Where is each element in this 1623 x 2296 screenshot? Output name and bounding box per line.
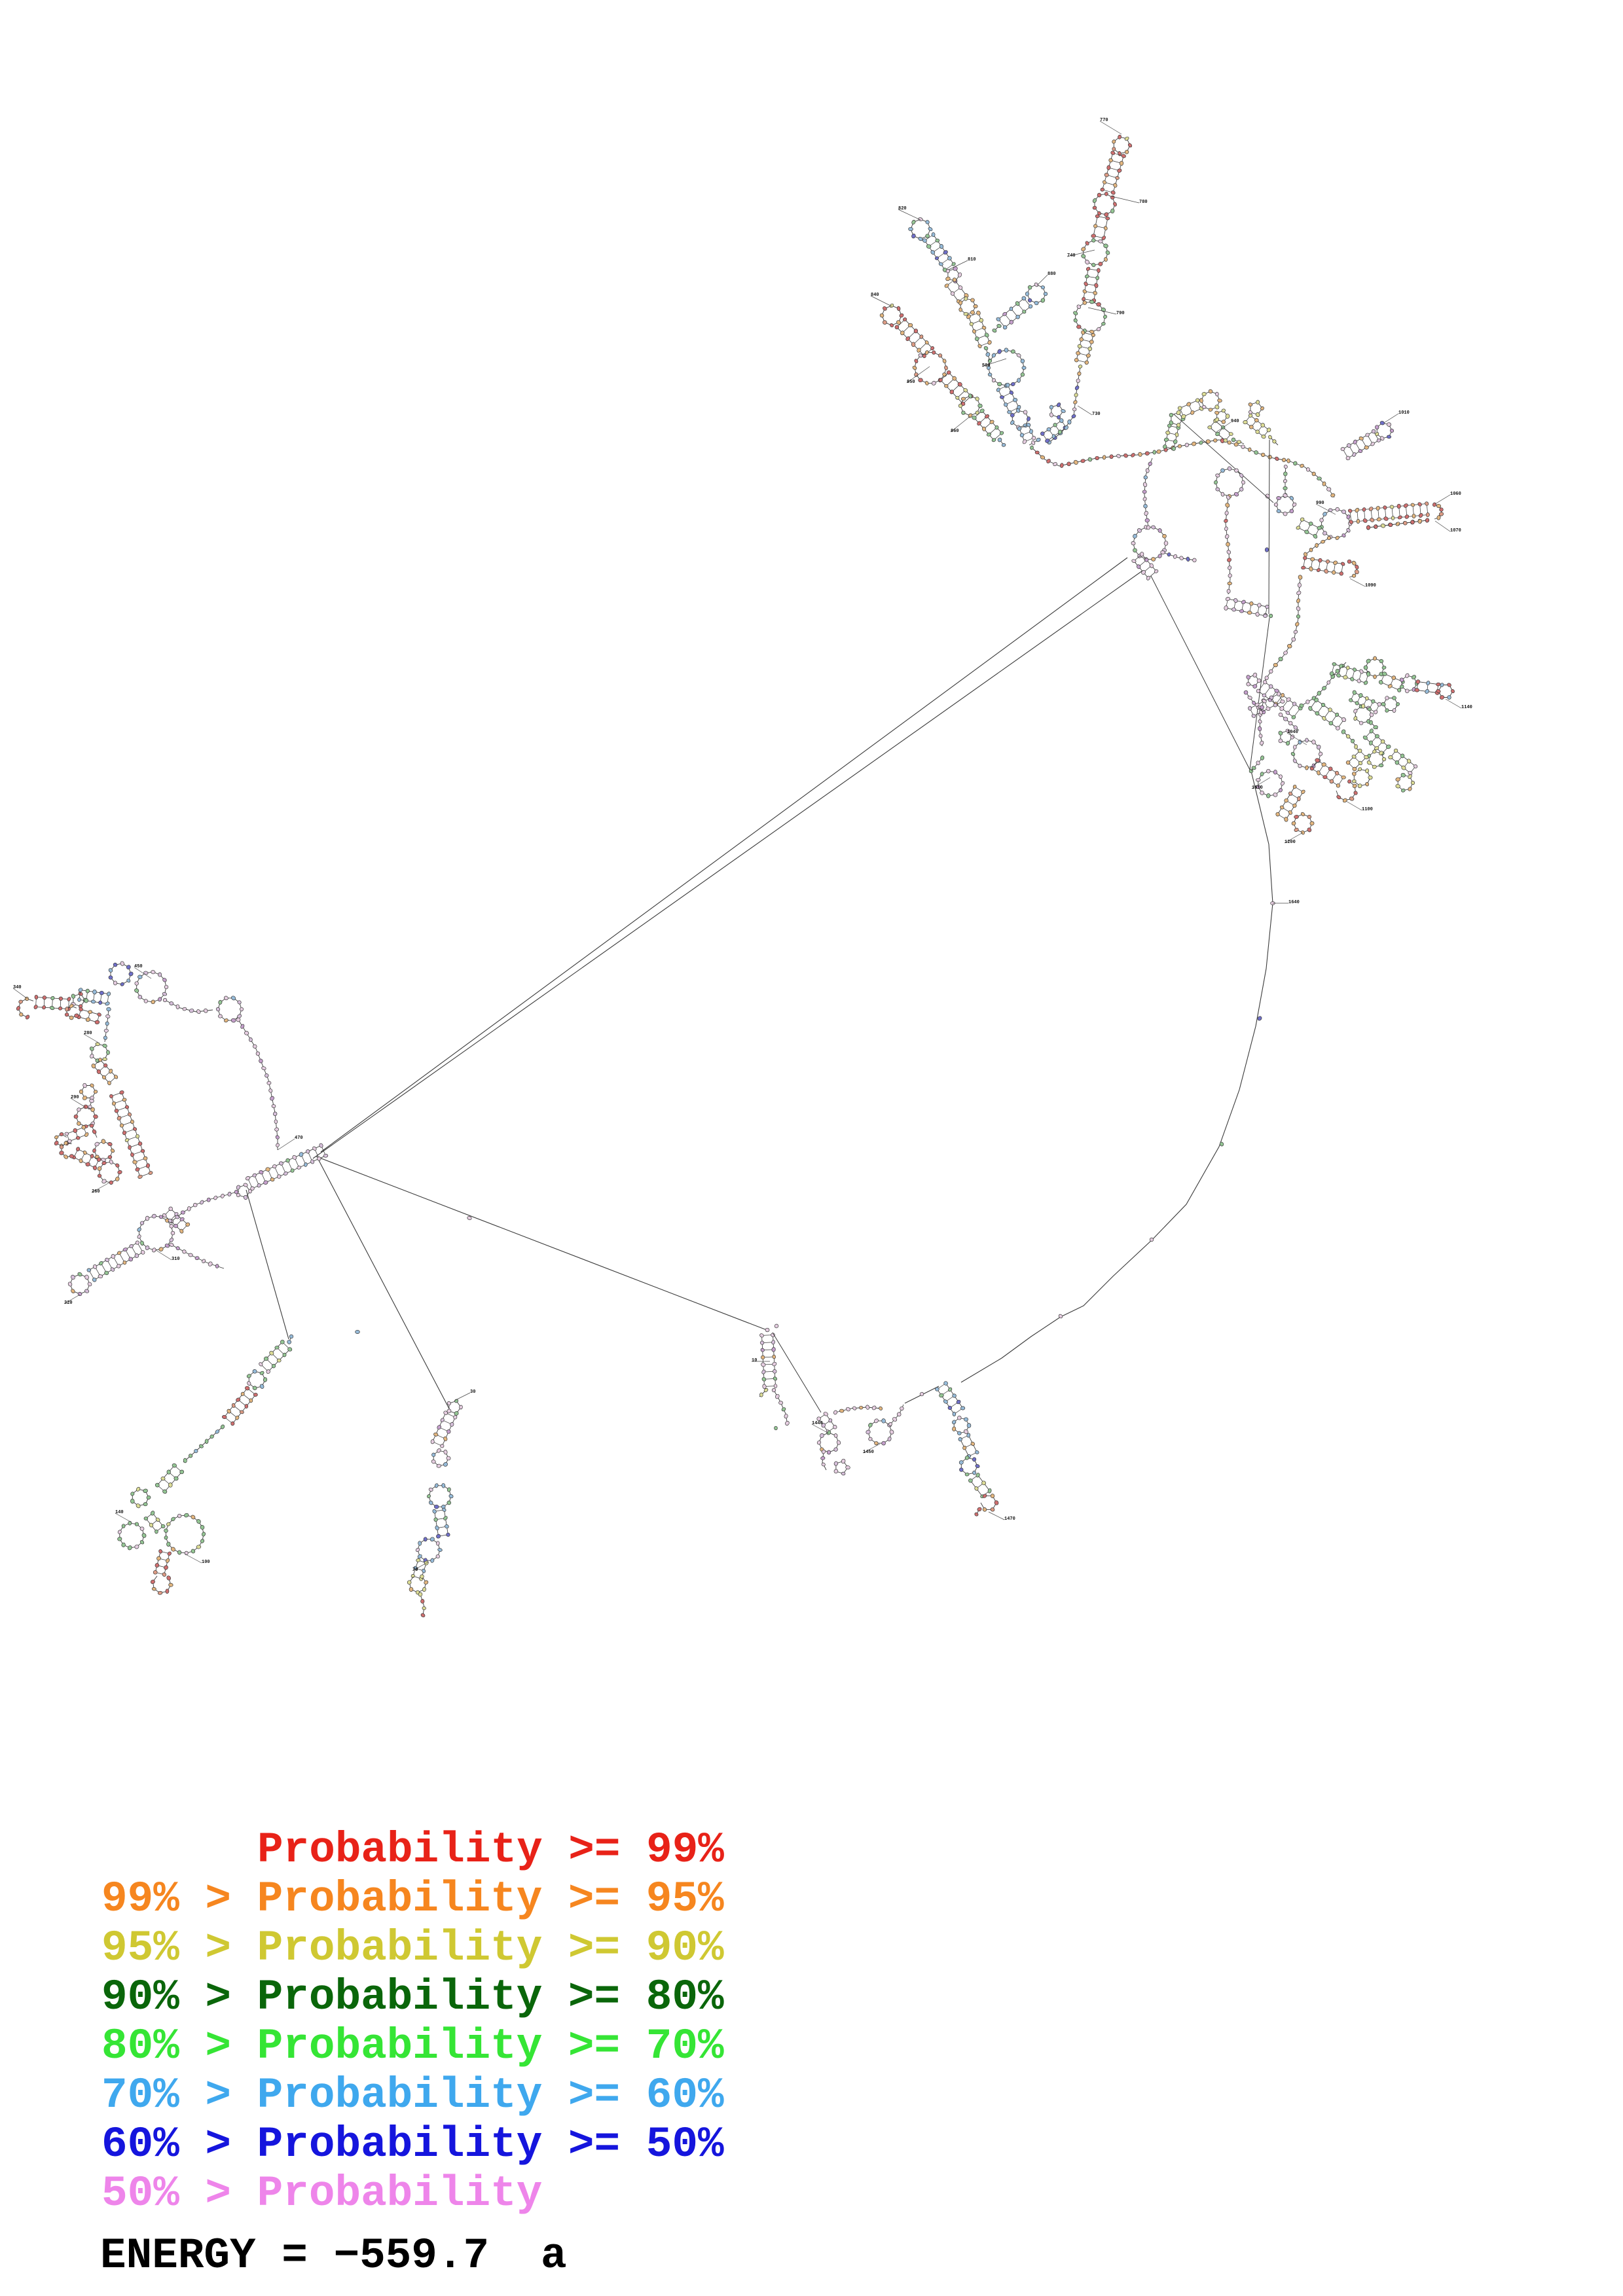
svg-text:a: a [541, 2231, 567, 2280]
svg-text:990: 990 [1316, 501, 1324, 506]
svg-text:1040: 1040 [1287, 730, 1298, 735]
svg-text:850: 850 [907, 380, 915, 385]
svg-text:780: 780 [1139, 200, 1148, 205]
svg-text:30: 30 [470, 1390, 475, 1395]
svg-text:50% > Probability: 50% > Probability [101, 2169, 542, 2218]
svg-text:500: 500 [982, 363, 991, 368]
svg-text:1200: 1200 [1285, 840, 1296, 845]
svg-text:860: 860 [951, 429, 959, 434]
svg-text:10: 10 [752, 1358, 757, 1363]
svg-text:1100: 1100 [1362, 807, 1373, 812]
svg-text:740: 740 [1067, 253, 1076, 259]
svg-text:730: 730 [1092, 412, 1101, 417]
svg-text:1070: 1070 [1450, 528, 1461, 533]
svg-text:Probability >= 99%: Probability >= 99% [257, 1825, 724, 1874]
svg-text:60% > Probability >= 50%: 60% > Probability >= 50% [101, 2120, 724, 2169]
svg-text:470: 470 [295, 1136, 303, 1141]
svg-text:1010: 1010 [1398, 410, 1410, 416]
svg-text:140: 140 [115, 1510, 124, 1515]
svg-text:280: 280 [84, 1031, 92, 1036]
svg-text:100: 100 [202, 1560, 210, 1565]
svg-text:820: 820 [898, 206, 907, 211]
svg-text:95% > Probability >= 90%: 95% > Probability >= 90% [101, 1924, 724, 1973]
svg-text:70: 70 [412, 1568, 418, 1573]
svg-text:320: 320 [64, 1300, 73, 1306]
svg-text:260: 260 [92, 1189, 100, 1194]
svg-text:1440: 1440 [812, 1421, 823, 1426]
svg-text:940: 940 [1231, 419, 1239, 424]
svg-text:810: 810 [968, 257, 976, 262]
svg-text:450: 450 [134, 964, 143, 969]
svg-text:880: 880 [1048, 272, 1056, 277]
svg-text:840: 840 [871, 293, 879, 298]
svg-text:1090: 1090 [1365, 583, 1376, 588]
svg-text:1060: 1060 [1450, 492, 1461, 497]
svg-text:770: 770 [1100, 118, 1108, 123]
svg-text:310: 310 [172, 1257, 180, 1262]
svg-text:1640: 1640 [1288, 900, 1300, 905]
svg-text:340: 340 [13, 985, 22, 990]
svg-text:1470: 1470 [1004, 1516, 1015, 1522]
svg-text:ENERGY = −559.7: ENERGY = −559.7 [100, 2231, 489, 2280]
svg-text:1610: 1610 [1252, 785, 1263, 791]
svg-text:70% > Probability >= 60%: 70% > Probability >= 60% [101, 2071, 724, 2120]
svg-text:99% > Probability >= 95%: 99% > Probability >= 95% [101, 1874, 724, 1924]
svg-text:290: 290 [71, 1095, 79, 1100]
svg-text:1450: 1450 [863, 1450, 874, 1455]
svg-text:1140: 1140 [1461, 705, 1472, 710]
svg-text:90% > Probability >= 80%: 90% > Probability >= 80% [101, 1973, 724, 2022]
svg-text:80% > Probability >= 70%: 80% > Probability >= 70% [101, 2022, 724, 2071]
svg-text:790: 790 [1116, 311, 1125, 316]
